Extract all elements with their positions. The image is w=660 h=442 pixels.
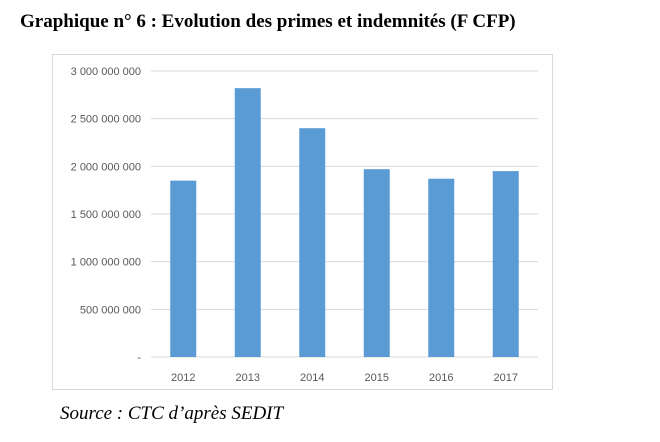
bar-chart: - 500 000 000 1 000 000 000 1 500 000 000 2 … [71, 66, 538, 384]
x-tick-label: 2017 [494, 372, 518, 384]
x-tick-label: 2016 [429, 372, 453, 384]
x-tick-label: 2014 [300, 372, 324, 384]
bar-2017 [492, 171, 519, 357]
bar-2013 [234, 88, 261, 357]
y-tick-label: 3 000 000 000 [71, 66, 141, 78]
chart-title: Graphique n° 6 : Evolution des primes et… [20, 11, 516, 32]
bar-2014 [299, 128, 326, 357]
y-tick-label: 1 500 000 000 [71, 209, 141, 221]
y-tick-label: - [137, 352, 141, 364]
chart-area: - 500 000 000 1 000 000 000 1 500 000 000 2 … [52, 54, 553, 390]
bar-2015 [363, 169, 390, 357]
y-tick-label: 500 000 000 [80, 304, 141, 316]
bar-2012 [170, 180, 197, 357]
x-tick-label: 2012 [171, 372, 195, 384]
source-note: Source : CTC d’après SEDIT [60, 403, 284, 424]
x-tick-label: 2013 [236, 372, 260, 384]
x-tick-label: 2015 [365, 372, 389, 384]
y-tick-label: 1 000 000 000 [71, 257, 141, 269]
bar-2016 [428, 178, 455, 357]
y-tick-label: 2 500 000 000 [71, 114, 141, 126]
y-tick-label: 2 000 000 000 [71, 161, 141, 173]
